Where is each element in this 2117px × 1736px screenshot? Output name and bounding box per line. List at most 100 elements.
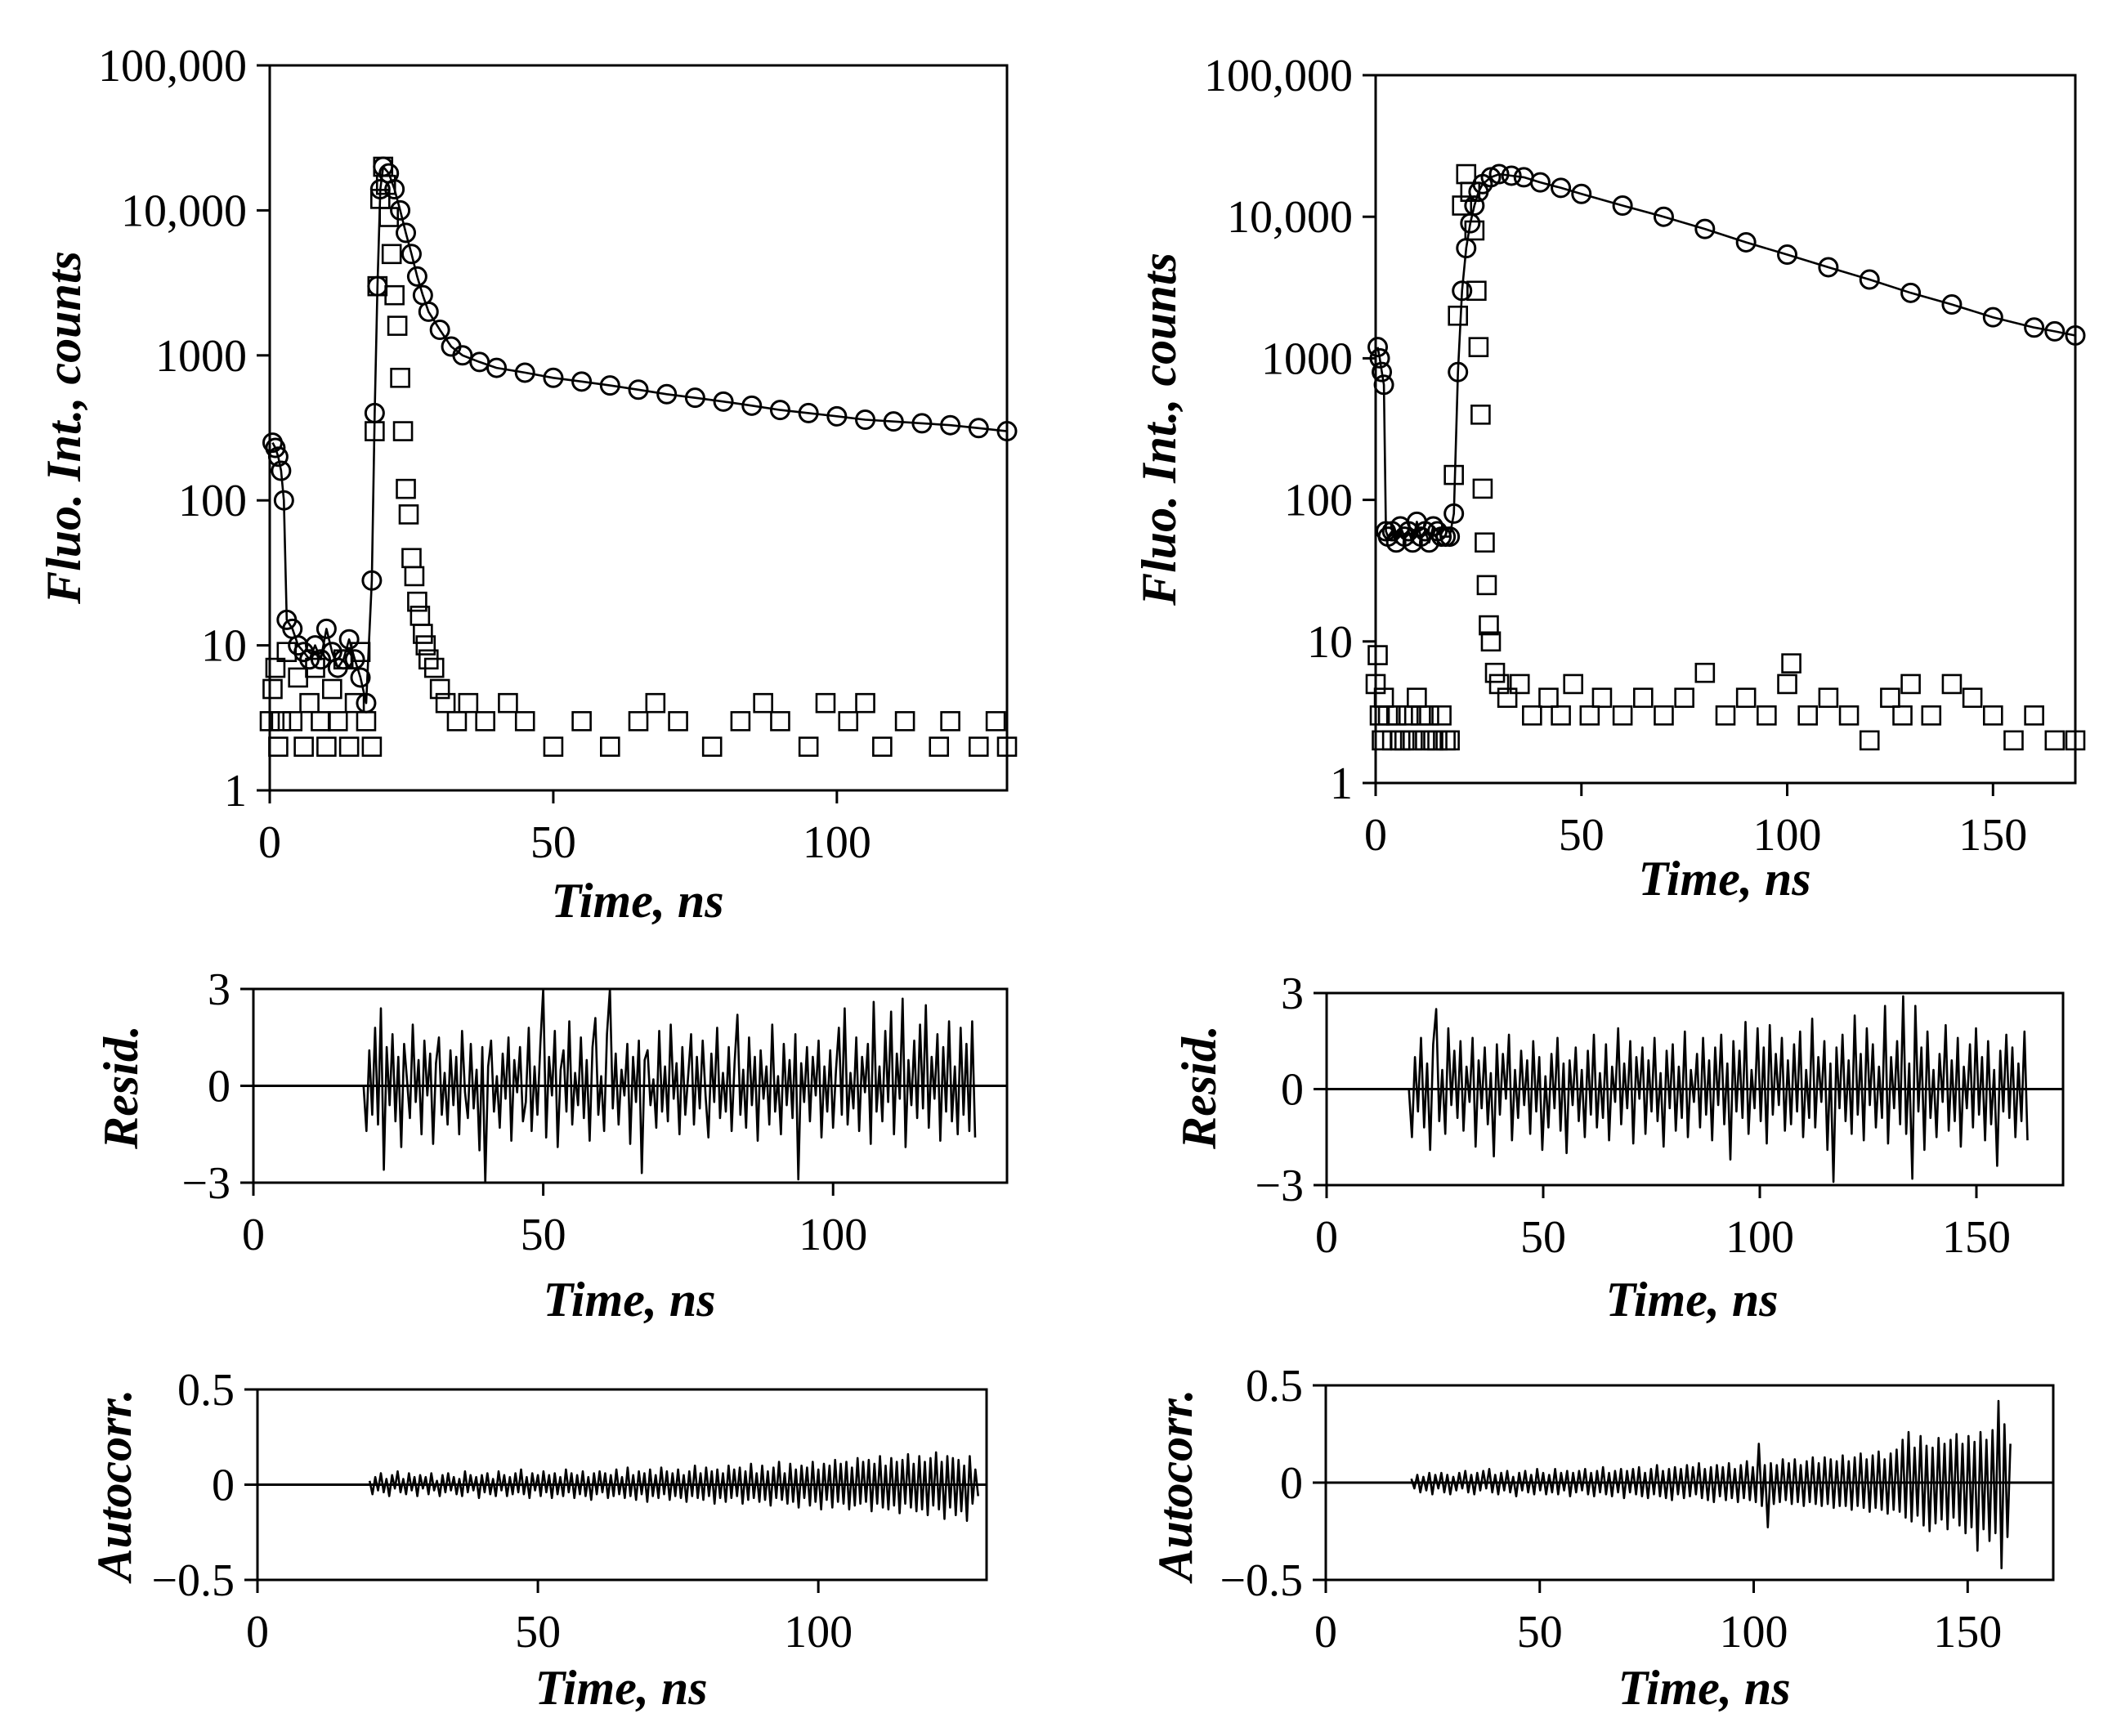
irf-point — [1407, 687, 1427, 709]
decay-point — [684, 387, 705, 409]
x-axis-title: Time, ns — [535, 1661, 707, 1715]
decay-point — [1488, 163, 1510, 185]
decay-point — [1369, 347, 1390, 369]
decay-point — [571, 371, 593, 392]
y-tick-label: −0.5 — [1220, 1555, 1303, 1606]
irf-point — [2065, 730, 2086, 751]
decay-point — [396, 222, 417, 244]
irf-point — [1476, 575, 1497, 596]
decay-point — [1859, 269, 1880, 290]
irf-point — [407, 591, 427, 612]
decay-point — [1653, 206, 1674, 227]
decay-point — [1612, 195, 1633, 216]
decay-point — [543, 367, 564, 388]
x-tick-label: 50 — [530, 817, 576, 868]
irf-point — [1468, 337, 1489, 357]
decay-point — [1529, 172, 1551, 193]
decay-point — [1777, 244, 1798, 266]
irf-point — [600, 736, 620, 757]
decay-point — [599, 375, 620, 396]
y-tick-label: 10,000 — [1227, 192, 1353, 243]
y-tick-label: −3 — [181, 1158, 230, 1209]
irf-point — [1470, 405, 1491, 425]
decay-point — [390, 199, 411, 221]
irf-point — [276, 642, 298, 663]
decay-point — [741, 395, 763, 416]
irf-point — [413, 624, 433, 644]
irf-point — [1509, 673, 1530, 695]
y-tick-label: 0.5 — [177, 1365, 235, 1416]
y-tick-label: 100,000 — [1204, 51, 1353, 101]
irf-point — [384, 284, 405, 306]
irf-point — [1403, 730, 1423, 751]
y-axis-title: Fluo. Int., counts — [1132, 253, 1186, 606]
irf-point — [1900, 673, 1921, 695]
decay-point — [1694, 218, 1716, 239]
y-tick-label: 1000 — [1261, 333, 1353, 384]
irf-point — [446, 711, 468, 732]
x-axis-title: Time, ns — [543, 1273, 715, 1327]
irf-point — [1419, 705, 1439, 726]
x-axis-title: Time, ns — [1605, 1273, 1778, 1327]
y-tick-label: 100 — [178, 476, 247, 526]
x-tick-label: 100 — [799, 1210, 867, 1260]
decay-point — [267, 446, 289, 468]
irf-point — [293, 736, 314, 757]
series-decay — [262, 156, 1018, 714]
irf-point — [1735, 687, 1757, 709]
irf-point — [929, 736, 950, 757]
irf-point — [1466, 280, 1487, 302]
irf-point — [1460, 181, 1481, 203]
irf-point — [1818, 687, 1839, 709]
x-axis-title: Time, ns — [551, 874, 723, 928]
irf-point — [1464, 220, 1485, 241]
irf-point — [404, 566, 425, 587]
irf-point — [288, 667, 308, 688]
irf-point — [940, 711, 960, 732]
irf-point — [338, 736, 360, 757]
decay-point — [1372, 361, 1393, 383]
x-tick-label: 50 — [515, 1607, 561, 1658]
irf-point — [1715, 705, 1736, 726]
x-tick-label: 0 — [1314, 1607, 1337, 1658]
irf-point — [894, 711, 915, 732]
irf-point — [1982, 705, 2003, 726]
irf-point — [1475, 532, 1495, 553]
x-tick-label: 150 — [1958, 810, 2027, 861]
irf-point — [1962, 687, 1983, 709]
series-IRF — [1365, 163, 2086, 751]
irf-point — [1484, 662, 1506, 683]
x-tick-label: 0 — [1315, 1212, 1338, 1263]
decay-point — [316, 618, 337, 639]
irf-point — [387, 315, 408, 336]
decay-point — [1551, 177, 1572, 199]
decay-point — [429, 320, 450, 341]
irf-point — [1479, 615, 1499, 636]
y-tick-label: −3 — [1255, 1161, 1304, 1211]
x-tick-label: 100 — [1753, 810, 1822, 861]
irf-point — [2003, 730, 2024, 751]
y-tick-label: 1000 — [155, 331, 247, 382]
irf-point — [1398, 705, 1419, 726]
x-tick-label: 150 — [1933, 1607, 2002, 1658]
irf-point — [1522, 705, 1542, 726]
irf-point — [514, 711, 535, 732]
irf-point — [1838, 705, 1860, 726]
decay-point — [350, 667, 371, 688]
irf-point — [390, 367, 410, 388]
irf-point — [1497, 687, 1518, 709]
irf-point — [265, 657, 286, 678]
irf-point — [798, 736, 819, 757]
irf-point — [1892, 705, 1913, 726]
decay-point — [628, 379, 649, 400]
decay-point — [1982, 306, 2003, 328]
irf-point — [1456, 163, 1477, 185]
irf-point — [435, 692, 456, 714]
decay-right-chart: 1 10 100 1000 10,000 100,000 0 50 100 150 Time, ns… — [1132, 51, 2086, 906]
irf-point — [498, 692, 518, 714]
decay-point — [514, 362, 535, 383]
irf-point — [2044, 730, 2066, 751]
y-tick-label: 3 — [1281, 969, 1304, 1019]
irf-point — [1472, 478, 1493, 499]
